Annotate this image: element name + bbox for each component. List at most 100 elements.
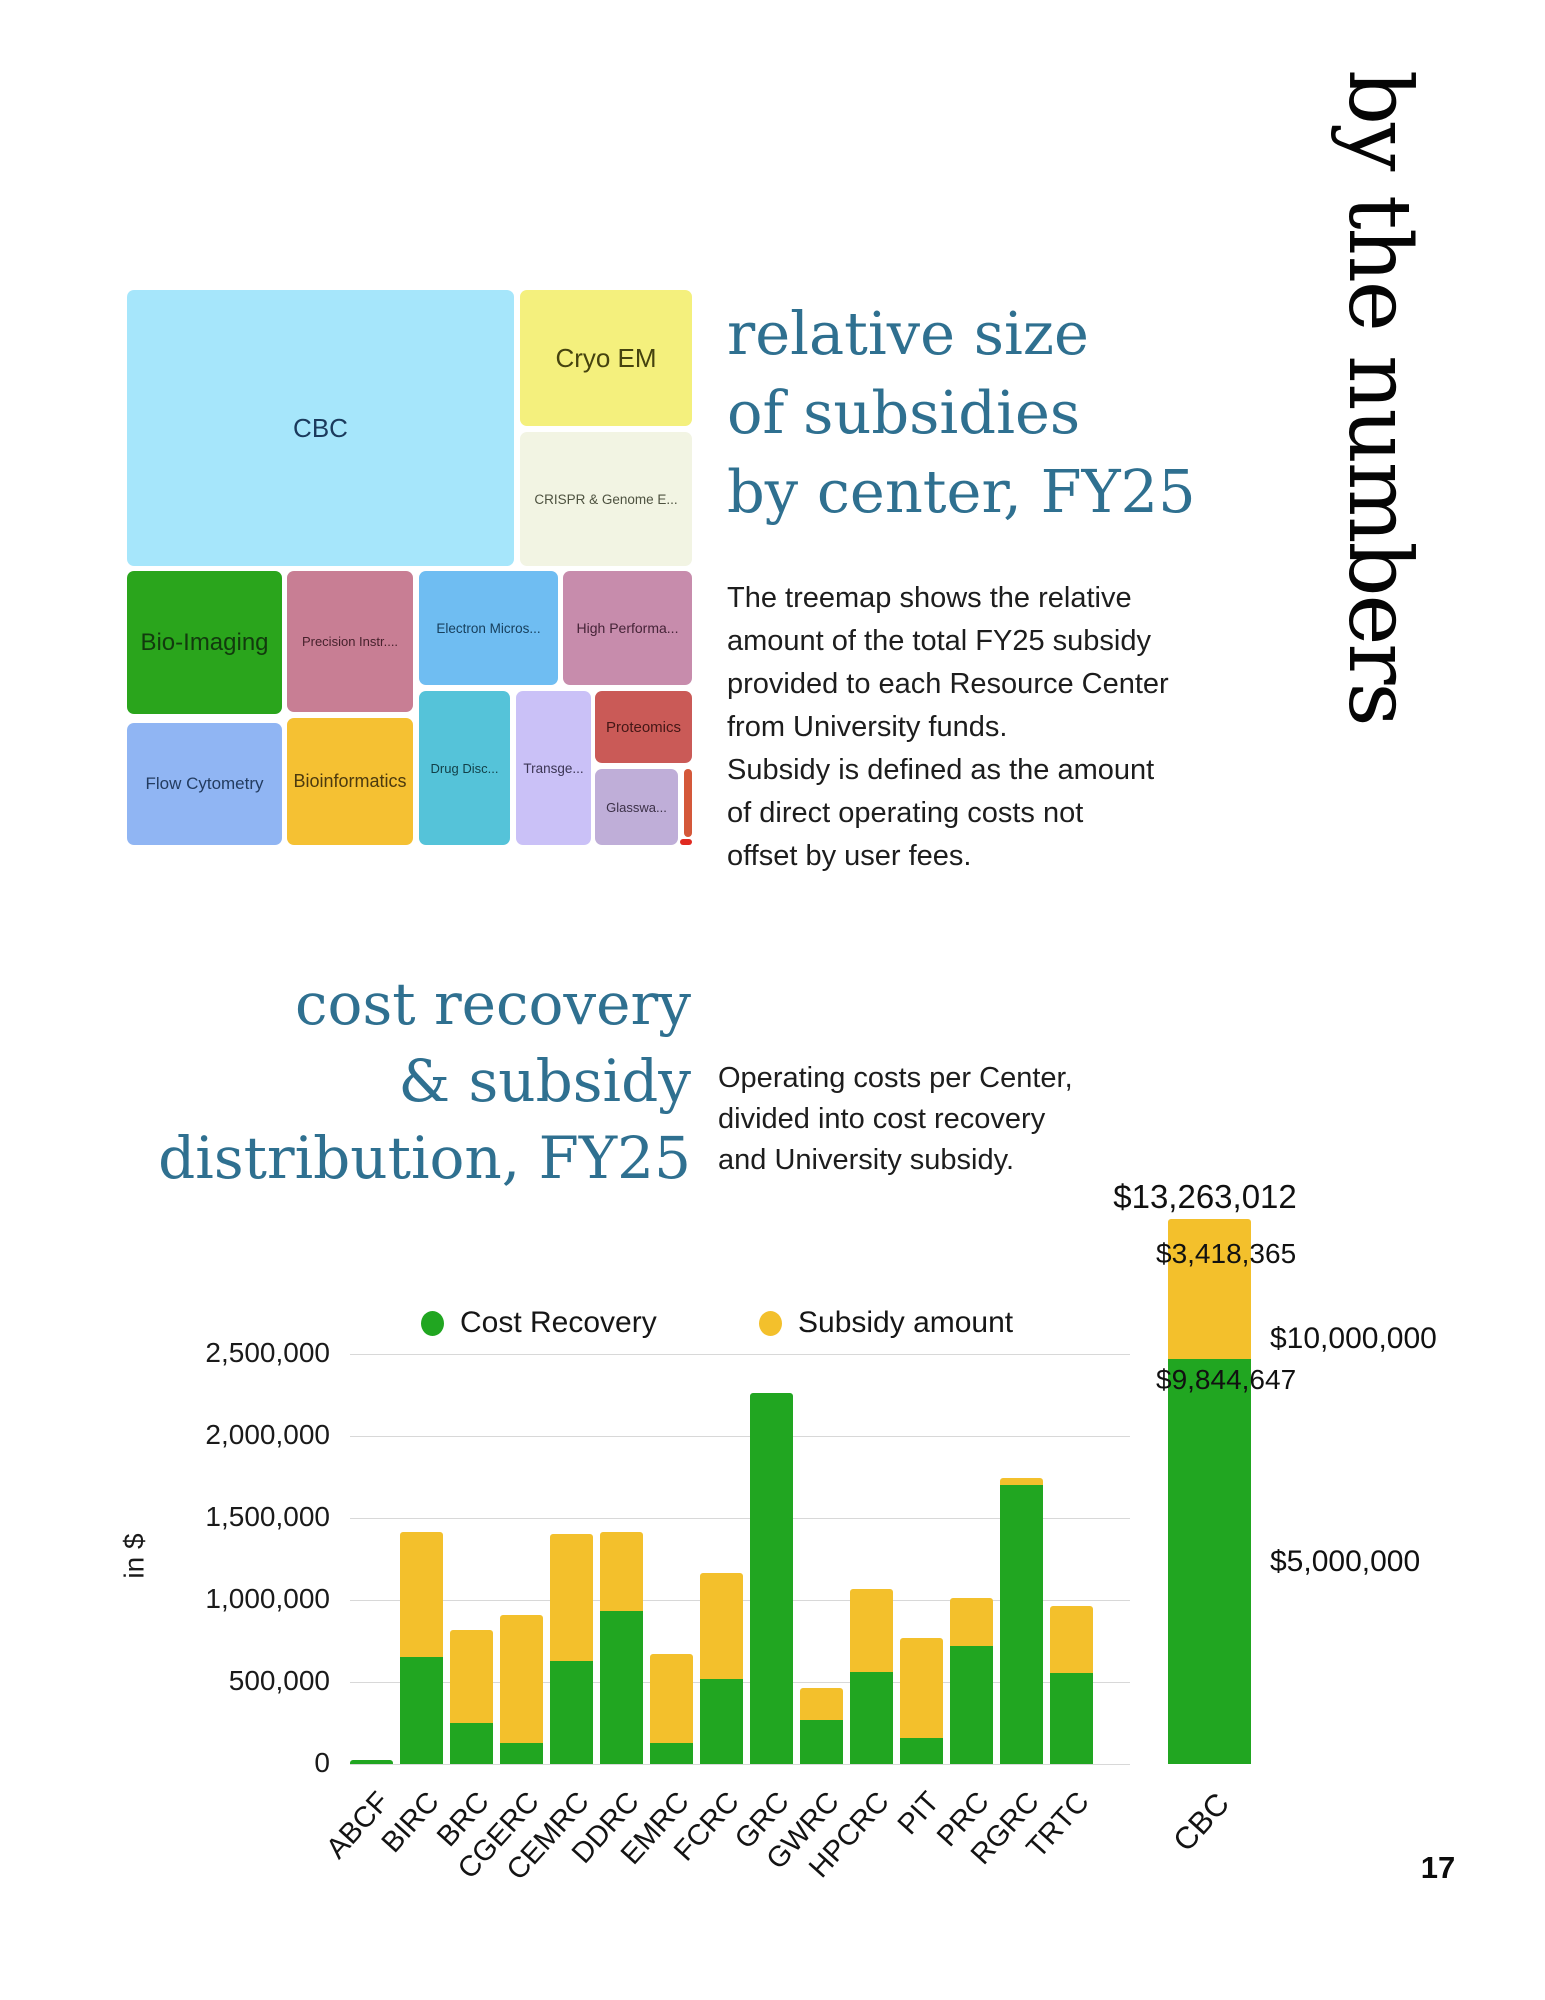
subsidy-segment bbox=[600, 1532, 643, 1611]
x-axis-label-cbc: CBC bbox=[1166, 1786, 1237, 1859]
y-tick-label: 2,000,000 bbox=[205, 1419, 330, 1450]
bar-chart-description: Operating costs per Center, divided into… bbox=[718, 1058, 1073, 1181]
treemap-cell-crispr-genome-e: CRISPR & Genome E... bbox=[520, 432, 692, 566]
cost-recovery-segment bbox=[1000, 1485, 1043, 1764]
treemap-cell-cbc: CBC bbox=[127, 290, 514, 566]
treemap-cell-bio-imaging: Bio-Imaging bbox=[127, 571, 282, 714]
subsidy-segment bbox=[700, 1573, 743, 1679]
y-tick-label: 1,000,000 bbox=[205, 1583, 330, 1614]
bar-chart-heading: cost recovery & subsidy distribution, FY… bbox=[140, 966, 691, 1197]
treemap-description-line: The treemap shows the relative bbox=[727, 582, 1132, 614]
y-tick-label: 2,500,000 bbox=[205, 1337, 330, 1368]
cost-recovery-segment bbox=[650, 1743, 693, 1764]
gridline bbox=[350, 1436, 1130, 1437]
bar-ddrc bbox=[600, 1532, 643, 1764]
y-tick-label: 0 bbox=[314, 1747, 330, 1778]
bar-chart-heading-line-2: & subsidy bbox=[398, 1047, 691, 1115]
y-tick-label: 1,500,000 bbox=[205, 1501, 330, 1532]
cost-recovery-segment bbox=[400, 1657, 443, 1764]
legend-item-cost-recovery: Cost Recovery bbox=[421, 1306, 657, 1340]
treemap-cell-glasswa: Glasswa... bbox=[595, 769, 678, 845]
cost-recovery-segment bbox=[350, 1760, 393, 1764]
subsidy-treemap: CBC Cryo EM CRISPR & Genome E... Bio-Imagin… bbox=[127, 290, 692, 845]
cost-recovery-segment bbox=[450, 1723, 493, 1764]
bar-chart-description-line: and University subsidy. bbox=[718, 1144, 1015, 1176]
cbc-axis-10m-label: $10,000,000 bbox=[1270, 1322, 1437, 1355]
treemap-cell-bioinformatics: Bioinformatics bbox=[287, 718, 413, 845]
bar-brc bbox=[450, 1630, 493, 1764]
treemap-description-line: Subsidy is defined as the amount bbox=[727, 754, 1155, 786]
cbc-cost-recovery-label: $9,844,647 bbox=[1156, 1364, 1297, 1395]
cost-recovery-segment bbox=[800, 1720, 843, 1764]
cost-recovery-segment bbox=[700, 1679, 743, 1764]
subsidy-segment bbox=[500, 1615, 543, 1743]
cost-recovery-segment bbox=[900, 1738, 943, 1764]
treemap-cell-flow-cytometry: Flow Cytometry bbox=[127, 723, 282, 845]
bar-chart-description-line: divided into cost recovery bbox=[718, 1103, 1046, 1135]
treemap-description-line: from University funds. bbox=[727, 711, 1008, 743]
cost-recovery-legend-label: Cost Recovery bbox=[460, 1306, 657, 1339]
subsidy-segment bbox=[450, 1630, 493, 1723]
bar-pit bbox=[900, 1638, 943, 1764]
bar-prc bbox=[950, 1598, 993, 1764]
treemap-description-line: provided to each Resource Center bbox=[727, 668, 1169, 700]
treemap-description-line: offset by user fees. bbox=[727, 840, 972, 872]
treemap-cell-electron-micros: Electron Micros... bbox=[419, 571, 558, 685]
subsidy-legend-label: Subsidy amount bbox=[798, 1306, 1014, 1339]
subsidy-segment bbox=[950, 1598, 993, 1646]
bar-grc bbox=[750, 1393, 793, 1764]
bar-plot bbox=[350, 1354, 1130, 1765]
cost-recovery-segment bbox=[850, 1672, 893, 1764]
bar-chart-description-line: Operating costs per Center, bbox=[718, 1062, 1073, 1094]
gridline bbox=[350, 1518, 1130, 1519]
cost-recovery-segment bbox=[950, 1646, 993, 1764]
bar-trtc bbox=[1050, 1606, 1093, 1764]
treemap-cell-drug-disc: Drug Disc... bbox=[419, 691, 510, 845]
bar-emrc bbox=[650, 1654, 693, 1764]
y-axis-ticks: 2,500,000 2,000,000 1,500,000 1,000,000 500,… bbox=[60, 1337, 330, 1778]
treemap-description-line: of direct operating costs not bbox=[727, 797, 1084, 829]
cost-recovery-segment bbox=[500, 1743, 543, 1764]
treemap-cell-cryo-em: Cryo EM bbox=[520, 290, 692, 426]
treemap-cell-sliver-13 bbox=[684, 769, 692, 837]
legend-item-subsidy: Subsidy amount bbox=[759, 1306, 1013, 1340]
page-number: 17 bbox=[1420, 1850, 1456, 1885]
bar-chart-heading-line-3: distribution, FY25 bbox=[158, 1124, 691, 1192]
bar-abcf bbox=[350, 1760, 393, 1764]
subsidy-segment bbox=[550, 1534, 593, 1661]
subsidy-segment bbox=[1000, 1478, 1043, 1485]
cost-recovery-segment bbox=[600, 1611, 643, 1764]
gridline bbox=[350, 1354, 1130, 1355]
cbc-total-label: $13,263,012 bbox=[1113, 1178, 1297, 1215]
bar-birc bbox=[400, 1532, 443, 1764]
subsidy-segment bbox=[400, 1532, 443, 1657]
subsidy-segment bbox=[850, 1589, 893, 1672]
cost-recovery-segment bbox=[550, 1661, 593, 1764]
treemap-description: The treemap shows the relative amount of… bbox=[727, 577, 1169, 878]
cost-recovery-segment bbox=[1050, 1673, 1093, 1764]
cbc-axis-5m-label: $5,000,000 bbox=[1270, 1545, 1421, 1578]
treemap-cell-high-performa: High Performa... bbox=[563, 571, 692, 685]
treemap-cell-transge: Transge... bbox=[516, 691, 591, 845]
bar-cgerc bbox=[500, 1615, 543, 1764]
subsidy-swatch-icon bbox=[759, 1310, 782, 1336]
cbc-cost-recovery-segment bbox=[1168, 1359, 1251, 1764]
bar-gwrc bbox=[800, 1688, 843, 1764]
cost-recovery-segment bbox=[750, 1393, 793, 1764]
treemap-description-line: amount of the total FY25 subsidy bbox=[727, 625, 1151, 657]
treemap-cell-proteomics: Proteomics bbox=[595, 691, 692, 763]
cbc-subsidy-label: $3,418,365 bbox=[1156, 1238, 1297, 1269]
bar-fcrc bbox=[700, 1573, 743, 1764]
cbc-bar bbox=[1168, 1219, 1251, 1764]
bar-rgrc bbox=[1000, 1478, 1043, 1764]
vertical-section-title: by the numbers bbox=[1329, 70, 1429, 725]
cost-recovery-swatch-icon bbox=[421, 1310, 444, 1336]
treemap-heading-line-3: by center, FY25 bbox=[727, 457, 1196, 526]
treemap-heading-line-1: relative size bbox=[727, 299, 1089, 368]
subsidy-segment bbox=[800, 1688, 843, 1720]
treemap-heading: relative size of subsidies by center, FY… bbox=[727, 294, 1196, 531]
subsidy-segment bbox=[650, 1654, 693, 1743]
subsidy-segment bbox=[1050, 1606, 1093, 1673]
subsidy-segment bbox=[900, 1638, 943, 1738]
